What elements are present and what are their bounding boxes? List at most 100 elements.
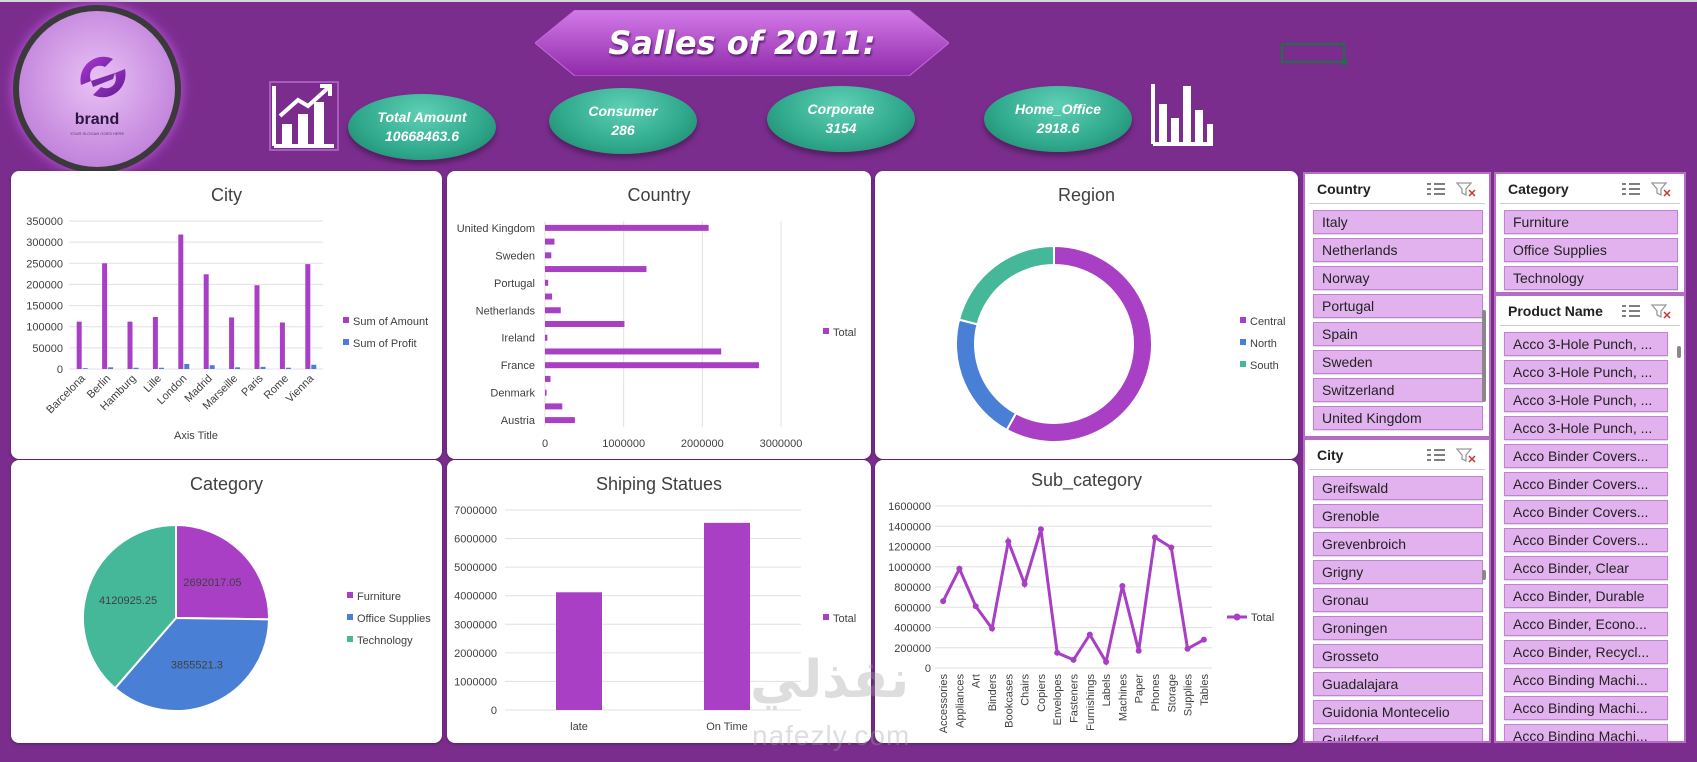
slicer-item[interactable]: Grigny xyxy=(1313,560,1483,584)
legend-label: South xyxy=(1250,360,1279,372)
x-tick-label: Vienna xyxy=(284,372,317,405)
bar xyxy=(229,317,235,369)
kpi-label: Consumer xyxy=(588,103,658,119)
slicer-item[interactable]: Gronau xyxy=(1313,588,1483,612)
slicer-item[interactable]: Acco Binder, Econo... xyxy=(1504,612,1668,636)
slicer-item[interactable]: Spain xyxy=(1313,322,1483,346)
slicer-item[interactable]: Netherlands xyxy=(1313,238,1483,262)
slicer-item[interactable]: Italy xyxy=(1313,210,1483,234)
clear-filter-icon[interactable] xyxy=(1650,303,1672,319)
line-point xyxy=(940,598,947,605)
x-tick-label: Phones xyxy=(1150,674,1162,712)
slicer-item[interactable]: Acco Binder, Recycl... xyxy=(1504,640,1668,664)
subcategory-chart-panel[interactable]: 0 200000 400000 600000 800000 1000000 1200000 1… xyxy=(875,460,1298,743)
slicer-item[interactable]: Acco 3-Hole Punch, ... xyxy=(1504,360,1668,384)
slicer-item[interactable]: Office Supplies xyxy=(1504,238,1678,262)
bar xyxy=(311,364,317,369)
category-slicer[interactable]: Category Furniture Office Supplies Technol… xyxy=(1494,172,1686,294)
scrollbar-thumb[interactable] xyxy=(1482,570,1486,580)
slicer-item[interactable]: Grosseto xyxy=(1313,644,1483,668)
clear-filter-icon[interactable] xyxy=(1455,447,1477,463)
x-tick-label: Supplies xyxy=(1183,674,1195,717)
slicer-item[interactable]: Acco Binder, Durable xyxy=(1504,584,1668,608)
y-tick-label: 800000 xyxy=(894,582,931,594)
y-tick-label: France xyxy=(501,360,535,372)
slicer-item[interactable]: Groningen xyxy=(1313,616,1483,640)
slicer-item[interactable]: Guildford xyxy=(1313,728,1483,741)
slicer-item[interactable]: Portugal xyxy=(1313,294,1483,318)
slicer-item[interactable]: Grevenbroich xyxy=(1313,532,1483,556)
line-point xyxy=(956,565,963,572)
kpi-value: 3154 xyxy=(825,120,857,136)
city-slicer[interactable]: City Greifswald Grenoble Grevenbroich Grign… xyxy=(1303,438,1491,743)
x-tick-label: Barcelona xyxy=(44,372,88,416)
multi-select-icon[interactable] xyxy=(1620,303,1642,319)
legend-label: Sum of Profit xyxy=(353,338,417,350)
slicer-item[interactable]: Acco Binding Machi... xyxy=(1504,696,1668,720)
clear-filter-icon[interactable] xyxy=(1455,181,1477,197)
slicer-item[interactable]: Acco 3-Hole Punch, ... xyxy=(1504,388,1668,412)
multi-select-icon[interactable] xyxy=(1620,181,1642,197)
clear-filter-icon[interactable] xyxy=(1650,181,1672,197)
bar xyxy=(279,322,285,369)
slicer-item[interactable]: Acco Binding Machi... xyxy=(1504,668,1668,692)
x-tick-label: Art xyxy=(971,674,983,688)
subcategory-chart: 0 200000 400000 600000 800000 1000000 1200000 1… xyxy=(888,501,1274,733)
y-tick-label: United Kingdom xyxy=(457,223,535,235)
bar xyxy=(545,279,549,286)
multi-select-icon[interactable] xyxy=(1425,447,1447,463)
slicer-item[interactable]: Guidonia Montecelio xyxy=(1313,700,1483,724)
country-slicer[interactable]: Country Italy Netherlands Norway Portugal Sp… xyxy=(1303,172,1491,438)
slicer-item[interactable]: Acco Binder Covers... xyxy=(1504,472,1668,496)
multi-select-icon[interactable] xyxy=(1425,181,1447,197)
slicer-item[interactable]: Greifswald xyxy=(1313,476,1483,500)
product-slicer[interactable]: Product Name Acco 3-Hole Punch, ... Acco … xyxy=(1494,294,1686,743)
slicer-item[interactable]: Furniture xyxy=(1504,210,1678,234)
bar xyxy=(545,389,547,396)
slicer-item[interactable]: Acco 3-Hole Punch, ... xyxy=(1504,416,1668,440)
slicer-item[interactable]: Acco Binding Machi... xyxy=(1504,724,1668,741)
active-cell[interactable] xyxy=(1281,43,1347,65)
y-tick-label: Ireland xyxy=(501,333,535,345)
legend-label: Furniture xyxy=(357,591,401,603)
kpi-value: 286 xyxy=(611,122,635,138)
line-series xyxy=(941,528,1205,666)
category-chart-panel[interactable]: 2692017.05 3855521.3 4120925.25 Furniture Of… xyxy=(11,460,442,743)
y-tick-label: Sweden xyxy=(495,250,535,262)
country-chart-panel[interactable]: 0 1000000 2000000 3000000 United Kingdom Swed… xyxy=(447,171,871,459)
slicer-item[interactable]: Acco Binder Covers... xyxy=(1504,500,1668,524)
line-point xyxy=(1151,534,1158,541)
slicer-item[interactable]: Acco Binder Covers... xyxy=(1504,528,1668,552)
slicer-item[interactable]: Acco Binder Covers... xyxy=(1504,444,1668,468)
bar xyxy=(556,592,602,710)
region-chart-panel[interactable]: Central North South Region xyxy=(875,171,1298,459)
slicer-item[interactable]: Switzerland xyxy=(1313,378,1483,402)
slicer-item[interactable]: United Kingdom xyxy=(1313,406,1483,430)
slicer-item[interactable]: Guadalajara xyxy=(1313,672,1483,696)
x-tick-label: Fasteners xyxy=(1069,674,1081,723)
slicer-item[interactable]: Norway xyxy=(1313,266,1483,290)
legend-label: Total xyxy=(833,327,856,339)
x-tick-label: Storage xyxy=(1166,674,1178,713)
legend-marker xyxy=(343,317,349,323)
chart-title: Shiping Statues xyxy=(595,474,723,494)
bar xyxy=(545,375,551,382)
growth-chart-icon xyxy=(269,81,339,151)
x-axis-title: Axis Title xyxy=(174,430,218,442)
city-chart-panel[interactable]: 0 50000 100000 150000 200000 250000 300000 3500… xyxy=(11,171,442,459)
legend-marker xyxy=(343,339,349,345)
slicer-item[interactable]: Acco Binder, Clear xyxy=(1504,556,1668,580)
kpi-total-amount: Total Amount 10668463.6 xyxy=(348,94,496,160)
slicer-item[interactable]: Grenoble xyxy=(1313,504,1483,528)
slicer-item[interactable]: Sweden xyxy=(1313,350,1483,374)
shipping-chart-panel[interactable]: 0 1000000 2000000 3000000 4000000 5000000 6000… xyxy=(447,460,871,743)
legend-label: North xyxy=(1250,338,1277,350)
slicer-item[interactable]: Technology xyxy=(1504,266,1678,290)
slicer-item[interactable]: Acco 3-Hole Punch, ... xyxy=(1504,332,1668,356)
scrollbar-thumb[interactable] xyxy=(1677,346,1681,358)
scrollbar-thumb[interactable] xyxy=(1482,310,1486,402)
x-tick-label: 0 xyxy=(542,438,548,450)
bar xyxy=(545,266,647,273)
bar xyxy=(545,334,548,341)
bar xyxy=(545,403,563,410)
